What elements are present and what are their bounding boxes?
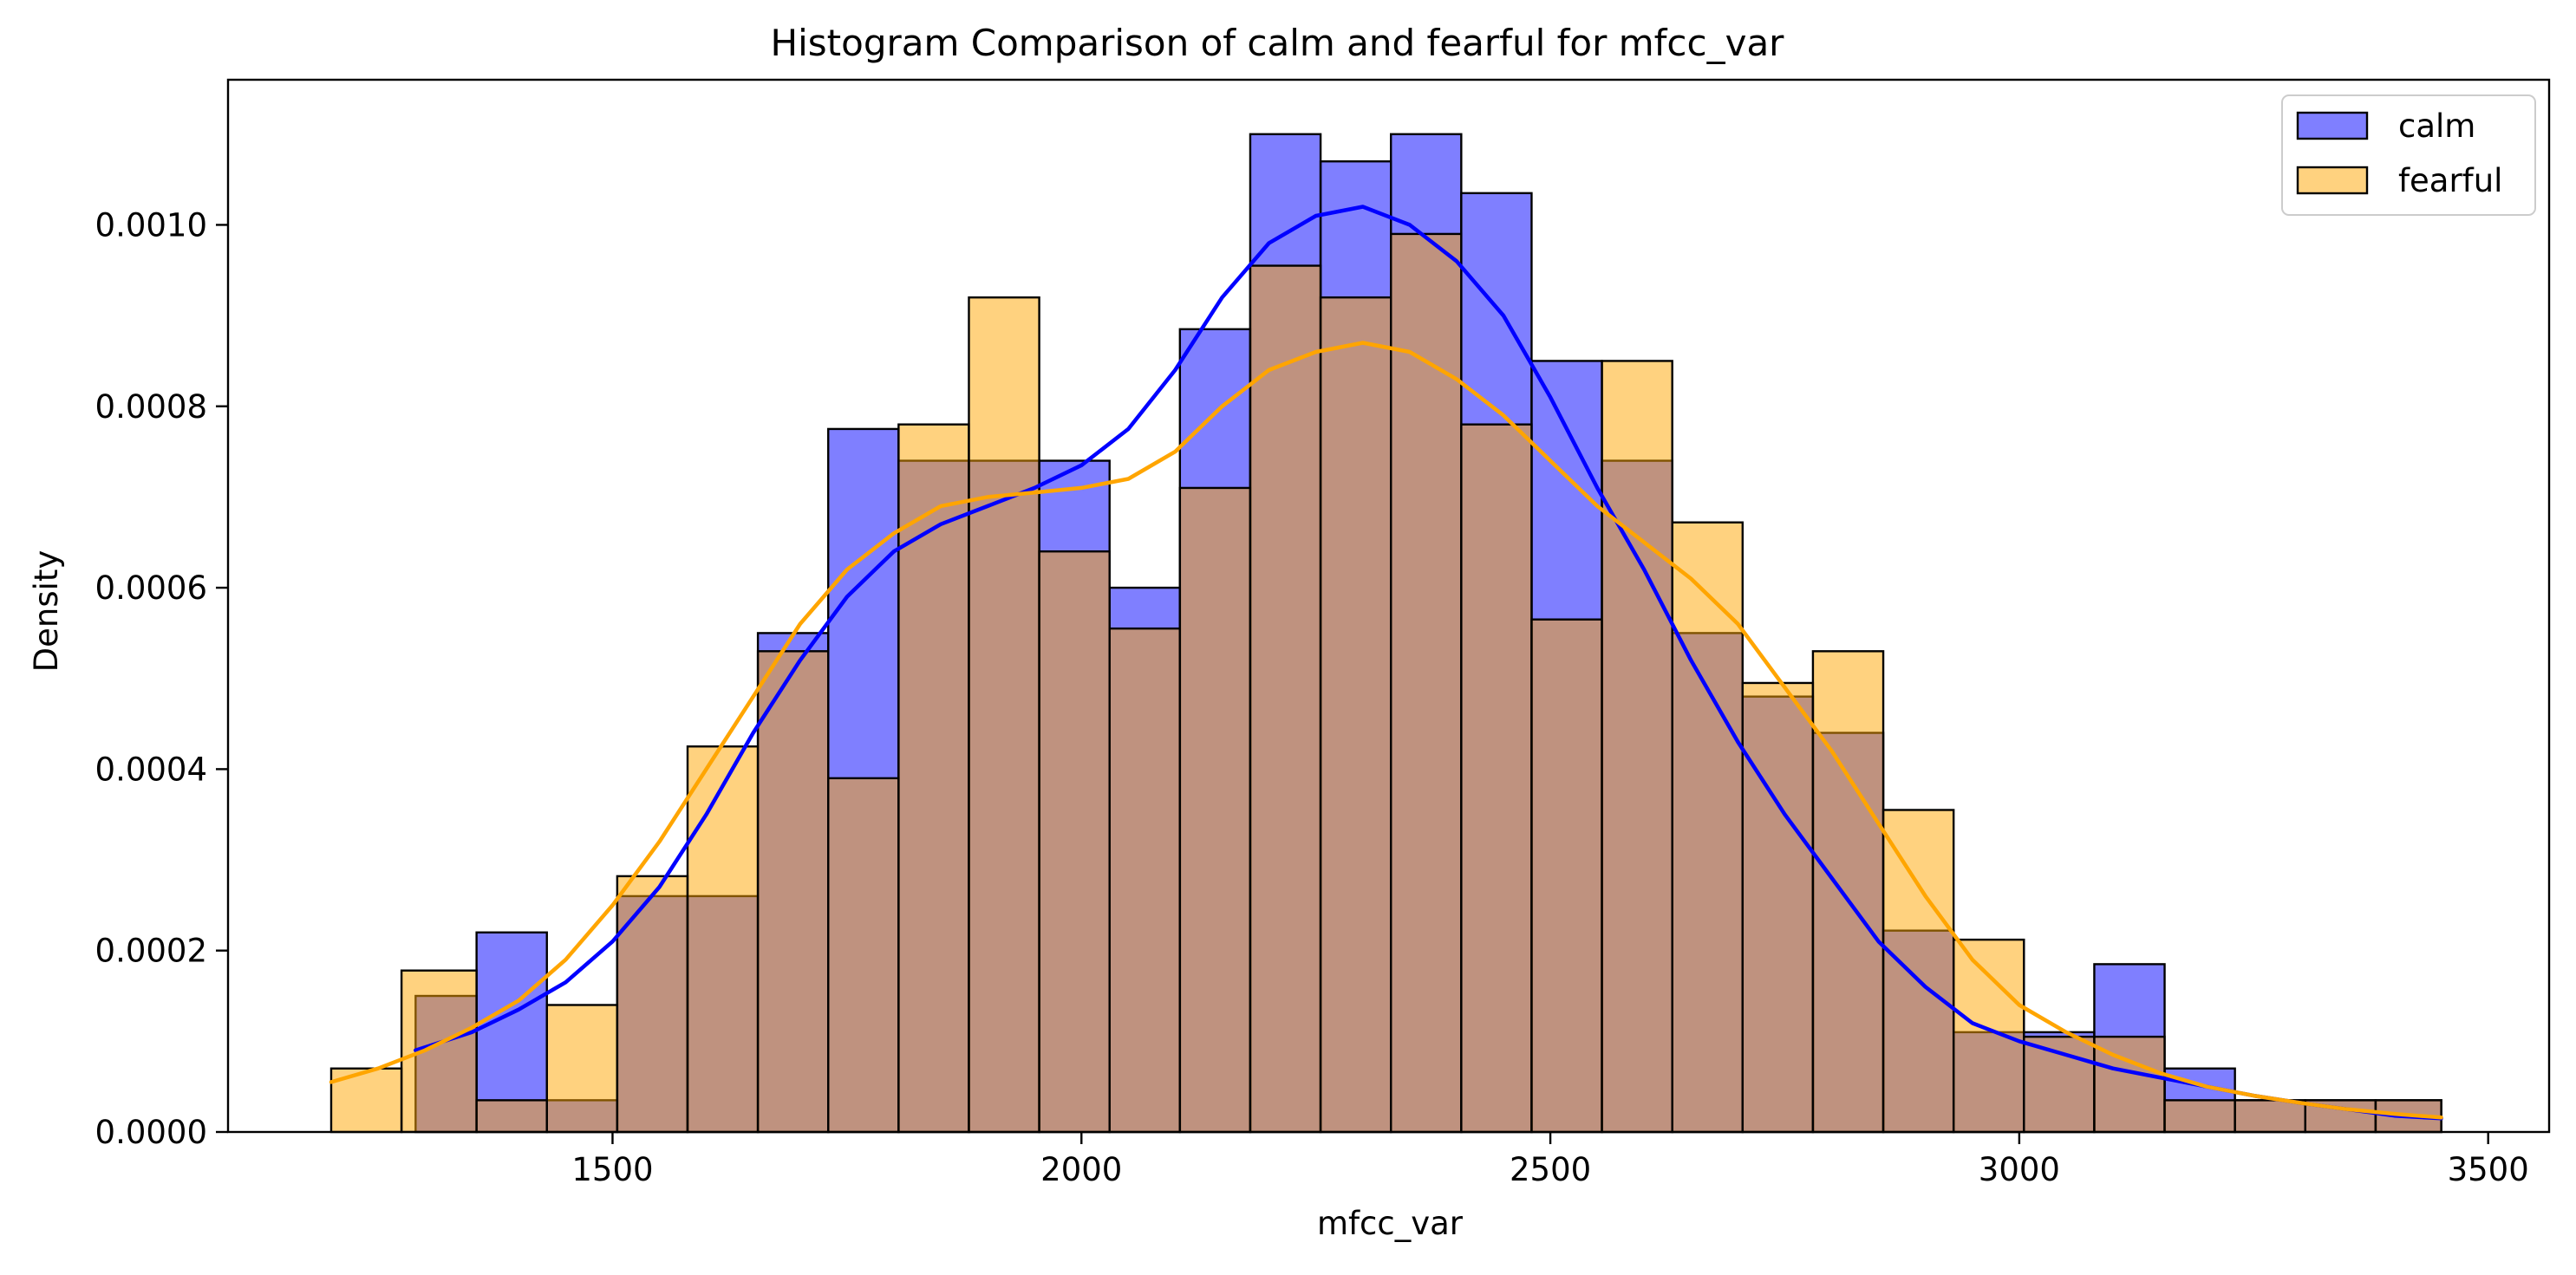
fearful-bar <box>686 745 760 1134</box>
x-tick-label: 1500 <box>571 1151 653 1188</box>
fearful-bar <box>756 650 830 1134</box>
y-tick-label: 0.0010 <box>95 206 207 244</box>
fearful-bar <box>968 296 1040 1134</box>
y-tick-label: 0.0008 <box>95 388 207 426</box>
fearful-bar <box>897 423 970 1134</box>
x-axis-ticks: 1500 2000 2500 3000 3500 <box>571 1132 2529 1188</box>
fearful-bar <box>616 875 689 1134</box>
fearful-bar <box>1881 809 1955 1134</box>
fearful-bar <box>1319 296 1392 1134</box>
y-tick-label: 0.0000 <box>95 1114 207 1151</box>
legend-swatch-fearful <box>2296 166 2369 195</box>
fearful-bar <box>1741 681 1815 1134</box>
fearful-bar <box>1530 618 1603 1134</box>
legend: calm fearful <box>2281 94 2536 216</box>
y-tick-label: 0.0006 <box>95 569 207 607</box>
fearful-bar <box>827 777 900 1134</box>
x-tick-label: 2000 <box>1040 1151 1122 1188</box>
plot-frame <box>226 78 2551 1134</box>
x-tick-label: 3500 <box>2448 1151 2529 1188</box>
fearful-bar <box>1178 486 1252 1134</box>
calm-bar <box>475 931 548 1134</box>
y-axis-label: Density <box>28 550 65 673</box>
y-tick-label: 0.0002 <box>95 933 207 970</box>
legend-label-fearful: fearful <box>2398 162 2502 199</box>
fearful-kde-line <box>329 341 2443 1120</box>
fearful-bar <box>1811 650 1885 1134</box>
fearful-bar <box>545 1004 619 1134</box>
fearful-bars <box>329 232 2442 1134</box>
y-tick-label: 0.0004 <box>95 751 207 788</box>
fearful-bar <box>1038 550 1111 1134</box>
fearful-bar <box>1460 423 1533 1134</box>
fearful-bar <box>1671 521 1745 1134</box>
legend-label-calm: calm <box>2398 107 2475 145</box>
x-tick-label: 2500 <box>1510 1151 1591 1188</box>
fearful-bar <box>400 969 478 1134</box>
calm-kde-line <box>414 205 2443 1121</box>
legend-swatch-calm <box>2296 111 2369 140</box>
fearful-bar <box>1952 938 2025 1134</box>
fearful-bar <box>1390 232 1463 1134</box>
fearful-bar <box>475 1099 548 1134</box>
kde-lines <box>329 205 2443 1121</box>
x-tick-label: 3000 <box>1979 1151 2060 1188</box>
fearful-bar <box>1249 264 1322 1134</box>
fearful-bar <box>1108 627 1182 1134</box>
chart-title: Histogram Comparison of calm and fearful… <box>771 22 1785 64</box>
fearful-bar <box>1601 360 1673 1134</box>
y-axis-ticks: 0.0000 0.0002 0.0004 0.0006 0.0008 0.0010 <box>95 206 228 1151</box>
fearful-bar <box>2234 1099 2306 1134</box>
fearful-bar <box>2163 1099 2236 1134</box>
x-axis-label: mfcc_var <box>1317 1205 1464 1242</box>
